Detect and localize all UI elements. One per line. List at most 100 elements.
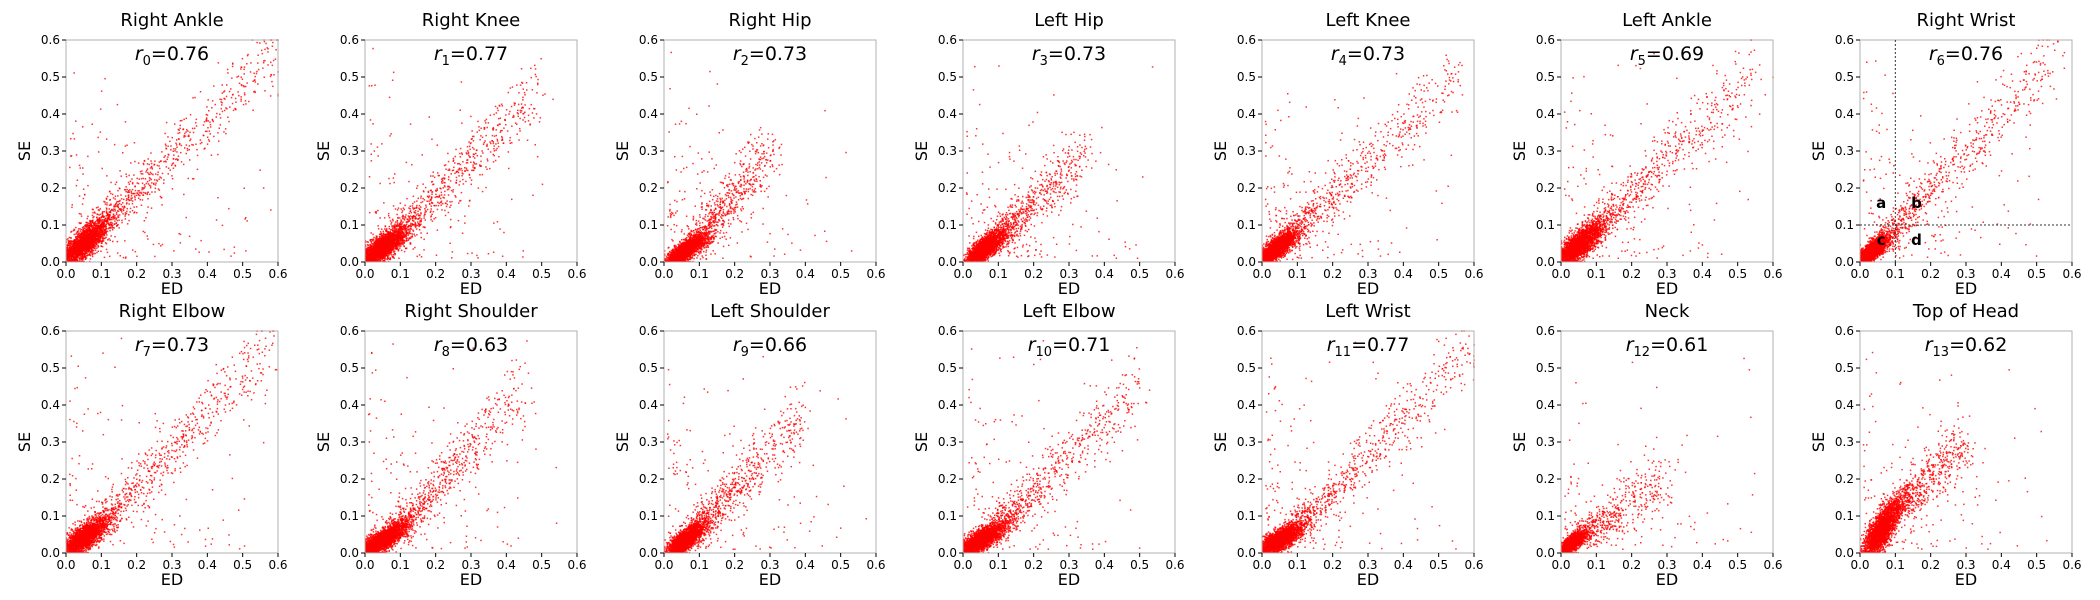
data-point xyxy=(243,86,245,88)
data-point xyxy=(74,234,76,236)
data-point xyxy=(84,253,86,255)
data-point xyxy=(88,222,90,224)
data-point xyxy=(264,41,266,43)
data-point xyxy=(82,257,84,259)
data-point xyxy=(92,220,94,222)
data-point xyxy=(96,243,98,245)
data-point xyxy=(68,249,70,251)
data-point xyxy=(78,228,80,230)
data-point xyxy=(230,88,232,90)
data-point xyxy=(81,239,83,241)
data-point xyxy=(110,222,112,224)
data-point xyxy=(241,77,243,79)
data-point xyxy=(87,247,89,249)
data-point xyxy=(93,235,95,237)
data-point xyxy=(210,124,212,126)
data-point xyxy=(79,222,81,224)
data-point xyxy=(105,203,107,205)
data-point xyxy=(76,244,78,246)
data-point xyxy=(245,86,247,88)
data-point xyxy=(149,194,151,196)
data-point xyxy=(100,251,102,253)
data-point xyxy=(114,220,116,222)
data-point xyxy=(70,248,72,250)
data-point xyxy=(69,258,71,260)
data-point xyxy=(114,215,116,217)
data-point xyxy=(197,155,199,157)
data-point xyxy=(79,233,81,235)
data-point xyxy=(227,69,229,71)
data-point xyxy=(67,238,69,240)
data-point xyxy=(263,60,265,62)
data-point xyxy=(238,95,240,97)
data-point xyxy=(89,228,91,230)
data-point xyxy=(180,125,182,127)
data-point xyxy=(170,169,172,171)
data-point xyxy=(89,254,91,256)
data-point xyxy=(75,251,77,253)
data-point xyxy=(87,216,89,218)
data-point xyxy=(216,116,218,118)
data-point xyxy=(233,110,235,112)
data-point xyxy=(229,91,231,93)
data-point xyxy=(98,251,100,253)
data-point xyxy=(89,231,91,233)
data-point xyxy=(87,231,89,233)
data-point xyxy=(220,101,222,103)
data-point xyxy=(96,247,98,249)
data-point xyxy=(86,227,88,229)
data-point xyxy=(105,226,107,228)
data-point xyxy=(69,237,71,239)
data-point xyxy=(128,175,130,177)
data-point xyxy=(91,240,93,242)
data-point xyxy=(105,237,107,239)
data-point xyxy=(239,83,241,85)
data-point xyxy=(78,234,80,236)
data-point xyxy=(128,197,130,199)
data-point xyxy=(128,220,130,222)
data-point xyxy=(143,192,145,194)
data-point xyxy=(173,148,175,150)
data-point xyxy=(97,223,99,225)
data-point xyxy=(86,241,88,243)
data-point xyxy=(130,181,132,183)
data-point xyxy=(82,256,84,258)
data-point xyxy=(186,118,188,120)
data-point xyxy=(255,81,257,83)
data-point xyxy=(80,238,82,240)
data-point xyxy=(140,171,142,173)
data-point xyxy=(93,216,95,218)
data-point xyxy=(165,155,167,157)
data-point xyxy=(184,147,186,149)
data-point xyxy=(108,238,110,240)
data-point xyxy=(83,232,85,234)
data-point xyxy=(89,220,91,222)
data-point xyxy=(208,110,210,112)
points xyxy=(66,39,279,262)
data-point xyxy=(237,91,239,93)
data-point xyxy=(163,182,165,184)
data-point xyxy=(92,242,94,244)
data-point xyxy=(264,90,266,92)
data-point xyxy=(70,241,72,243)
data-point xyxy=(254,79,256,81)
data-point xyxy=(144,187,146,189)
data-point xyxy=(168,173,170,175)
data-point xyxy=(93,223,95,225)
data-point xyxy=(100,236,102,238)
data-point xyxy=(83,229,85,231)
data-point xyxy=(190,114,192,116)
data-point xyxy=(111,217,113,219)
data-point xyxy=(209,140,211,142)
data-point xyxy=(117,220,119,222)
data-point xyxy=(121,211,123,213)
data-point xyxy=(97,228,99,230)
data-point xyxy=(217,154,219,156)
data-point xyxy=(73,256,75,257)
data-point xyxy=(70,245,72,247)
data-point xyxy=(70,237,72,239)
data-point xyxy=(94,224,96,226)
data-point xyxy=(166,166,168,168)
data-point xyxy=(89,239,91,241)
data-point xyxy=(101,217,103,219)
